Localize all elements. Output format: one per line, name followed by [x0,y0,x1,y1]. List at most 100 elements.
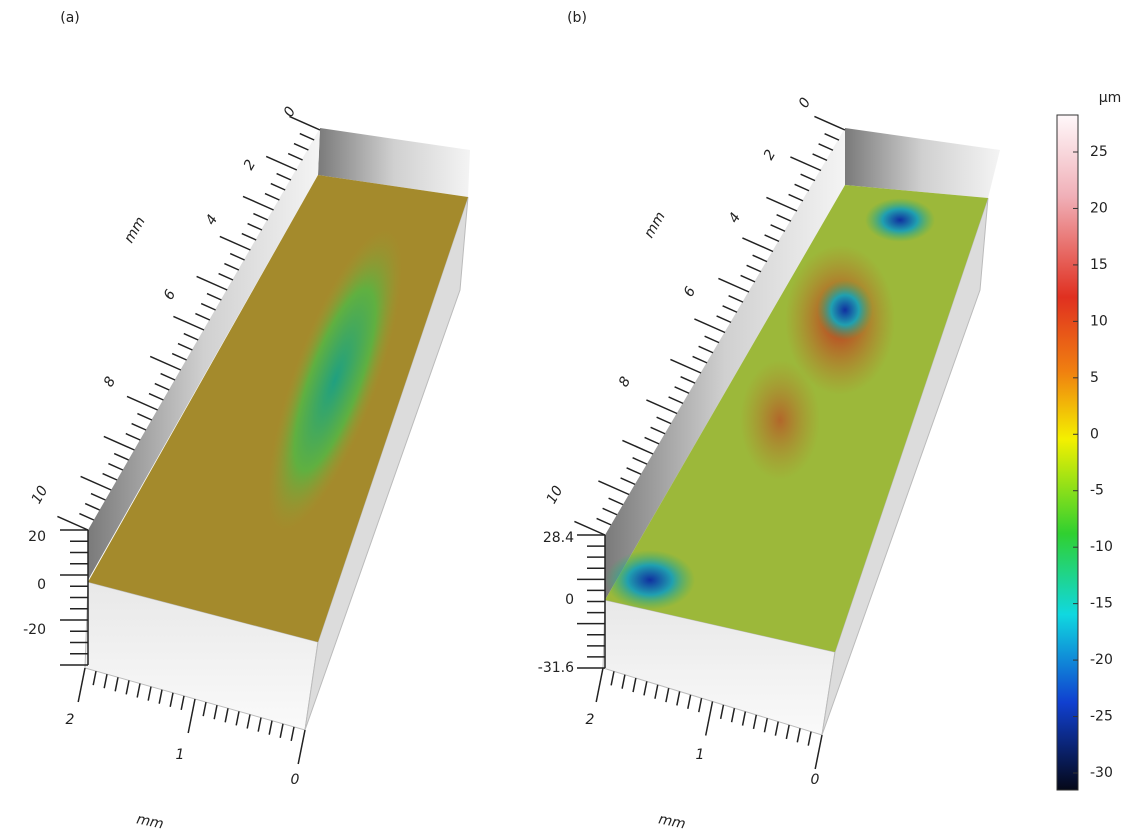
axis-tick [680,376,696,384]
axis-tick [171,352,187,361]
axis-tick [169,692,174,707]
axis-tick [114,677,119,692]
axis-tick [665,687,670,703]
y-tick-label: 8 [101,374,119,390]
y-tick-label: 4 [203,212,221,228]
axis-tick [103,435,135,451]
axis-tick [108,462,124,471]
axis-tick [290,726,295,742]
axis-label: mm [657,811,687,832]
axis-tick [752,254,768,263]
axis-tick [137,412,153,421]
axis-tick [293,142,309,151]
axis-tick [149,355,182,371]
axis-tick [79,512,95,521]
z-tick-label: -31.6 [538,660,574,676]
axis-tick [242,195,274,211]
axis-tick [598,480,630,496]
axis-tick [610,671,615,686]
axis-tick [812,153,828,162]
x-tick-label: 0 [811,772,820,788]
axis-tick [788,193,804,202]
axis-tick [608,497,624,506]
y-tick-label: 8 [616,374,634,390]
axis-tick [77,667,86,703]
axis-tick [621,674,626,689]
axis-tick [790,156,822,172]
axis-tick [698,345,714,354]
axis-tick [574,520,606,536]
axis-tick [177,342,193,351]
axis-tick [807,731,812,746]
axis-tick [668,396,684,405]
axis-tick [270,182,286,191]
z-tick-label: 0 [37,577,46,593]
axis-tick [90,492,106,501]
axis-tick [740,274,756,283]
axis-tick [200,302,216,311]
z-tick-label: 0 [565,592,574,608]
axis-tick [632,457,648,465]
axis-tick [213,705,218,720]
axis-tick [202,701,207,717]
x-tick-label: 2 [66,712,75,728]
axis-tick [224,708,229,723]
axis-tick [650,426,666,435]
axis-tick [670,358,702,374]
axis-tick [287,152,303,161]
axis-tick [154,382,170,391]
axis-tick [722,305,738,313]
axis-tick [253,212,269,221]
surface-a [84,128,470,731]
axis-tick [246,714,251,729]
axis-tick [626,467,642,475]
colorbar-tick-label: 20 [1090,200,1108,216]
y-tick-label: 2 [761,147,779,163]
axis-tick [125,432,141,441]
axis-tick [814,115,846,131]
axis-tick [257,717,262,732]
colorbar-tick-label: 25 [1090,144,1108,160]
axis-tick [814,734,823,770]
colorbar-unit: μm [1099,90,1122,106]
axis-tick [224,262,240,271]
x-tick-label: 1 [696,747,705,763]
axis-tick [183,332,199,341]
axis-label: mm [641,209,668,241]
colorbar-tick-label: -10 [1090,539,1113,555]
axis-tick [704,701,714,736]
axis-tick [84,502,100,511]
axis-tick [279,723,284,738]
axis-tick [602,507,618,516]
colorbar-tick-label: 5 [1090,370,1099,386]
z-tick-label: 20 [28,529,46,545]
axis-tick [676,691,681,706]
colorbar [1056,114,1079,791]
axis-tick [126,395,158,411]
axis-tick [730,708,736,723]
axis-tick [125,680,130,695]
axis-tick [289,115,321,131]
axis-tick [235,711,240,726]
y-tick-label: 4 [726,210,744,226]
axis-tick [698,698,703,713]
axis-tick [80,475,112,491]
colorbar-tick-label: -30 [1090,765,1113,781]
axis-tick [595,667,604,703]
y-tick-label: 6 [161,287,179,303]
axis-tick [113,452,129,461]
axis-tick [741,711,747,726]
axis-tick [728,295,744,303]
axis-tick [92,670,97,686]
colorbar-tick-label: -15 [1090,596,1113,612]
y-tick-label: 0 [796,95,814,111]
axis-tick [196,275,228,291]
axis-tick [268,720,273,735]
axis-tick [620,477,636,486]
axis-tick [264,192,280,201]
colorbar-tick-label: -25 [1090,709,1113,725]
axis-tick [643,681,648,696]
z-tick-label: 28.4 [543,530,574,546]
axis-tick [265,155,298,171]
